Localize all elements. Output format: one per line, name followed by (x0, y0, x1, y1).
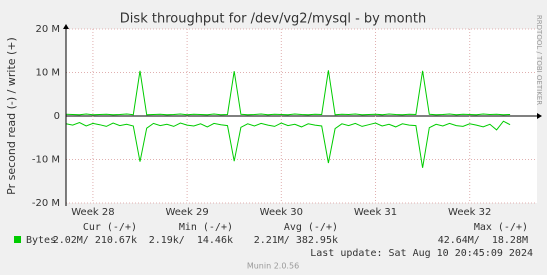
watermark: RRDTOOL / TOBI OETIKER (535, 15, 543, 105)
x-axis-arrow (537, 113, 542, 119)
chart-title: Disk throughput for /dev/vg2/mysql - by … (120, 12, 426, 27)
lines (65, 70, 511, 168)
legend-swatch (14, 236, 21, 243)
series-line (65, 70, 511, 116)
legend-table: Cur (-/+) Min (-/+) Avg (-/+) Max (-/+) 2.02… (53, 222, 528, 246)
y-tick-label: 20 M (35, 24, 60, 35)
last-update: Last update: Sat Aug 10 20:45:09 2024 (310, 248, 533, 259)
legend-value: 2.02M/ 210.67k (53, 235, 137, 246)
x-tick-label: Week 32 (448, 207, 491, 218)
x-tick-label: Week 28 (71, 207, 114, 218)
grid (66, 28, 537, 204)
x-tick-label: Week 29 (165, 207, 208, 218)
legend-value: 42.64M/ 18.28M (438, 235, 528, 246)
legend-value: 2.19k/ 14.46k (149, 235, 233, 246)
footer: Munin 2.0.56 (247, 262, 299, 271)
legend-column-header: Min (-/+) (179, 222, 233, 233)
y-tick-label: 0 (54, 111, 60, 122)
y-axis-arrow (63, 24, 69, 29)
legend-value: 2.21M/ 382.95k (254, 235, 338, 246)
legend-column-header: Avg (-/+) (284, 222, 338, 233)
y-axis-label: Pr second read (-) / write (+) (5, 37, 18, 195)
legend-column-header: Max (-/+) (474, 222, 528, 233)
x-tick-label: Week 31 (354, 207, 397, 218)
y-tick-label: -20 M (32, 198, 60, 209)
x-tick-label: Week 30 (260, 207, 303, 218)
y-tick-label: -10 M (32, 155, 60, 166)
legend-label: Bytes (26, 235, 56, 246)
y-tick-label: 10 M (35, 68, 60, 79)
series-line (65, 120, 511, 168)
legend-column-header: Cur (-/+) (83, 222, 137, 233)
